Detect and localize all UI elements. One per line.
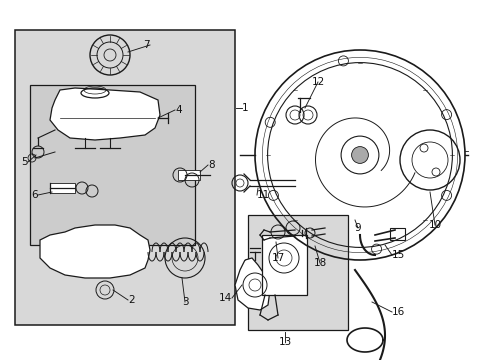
Circle shape bbox=[351, 147, 367, 163]
Text: 13: 13 bbox=[278, 337, 291, 347]
Text: 4: 4 bbox=[175, 105, 181, 115]
Text: 16: 16 bbox=[391, 307, 405, 317]
Bar bbox=[262, 235, 306, 295]
Text: 6: 6 bbox=[31, 190, 38, 200]
Bar bbox=[247, 215, 347, 330]
Text: 17: 17 bbox=[271, 253, 284, 263]
PathPatch shape bbox=[235, 258, 269, 310]
Text: 18: 18 bbox=[313, 258, 326, 268]
Text: 5: 5 bbox=[21, 157, 28, 167]
Text: 8: 8 bbox=[207, 160, 214, 170]
Bar bbox=[15, 30, 235, 325]
PathPatch shape bbox=[50, 88, 160, 140]
Bar bbox=[50, 183, 75, 193]
Text: 2: 2 bbox=[128, 295, 134, 305]
Text: 15: 15 bbox=[391, 250, 405, 260]
Bar bbox=[30, 85, 195, 245]
PathPatch shape bbox=[40, 225, 150, 278]
Bar bbox=[178, 170, 200, 180]
Text: 7: 7 bbox=[143, 40, 150, 50]
Text: 10: 10 bbox=[427, 220, 441, 230]
Text: 3: 3 bbox=[182, 297, 188, 307]
Text: 11: 11 bbox=[257, 190, 270, 200]
Bar bbox=[389, 228, 404, 240]
Text: 9: 9 bbox=[354, 223, 361, 233]
Text: 1: 1 bbox=[242, 103, 248, 113]
Text: 14: 14 bbox=[218, 293, 231, 303]
Text: 12: 12 bbox=[311, 77, 324, 87]
